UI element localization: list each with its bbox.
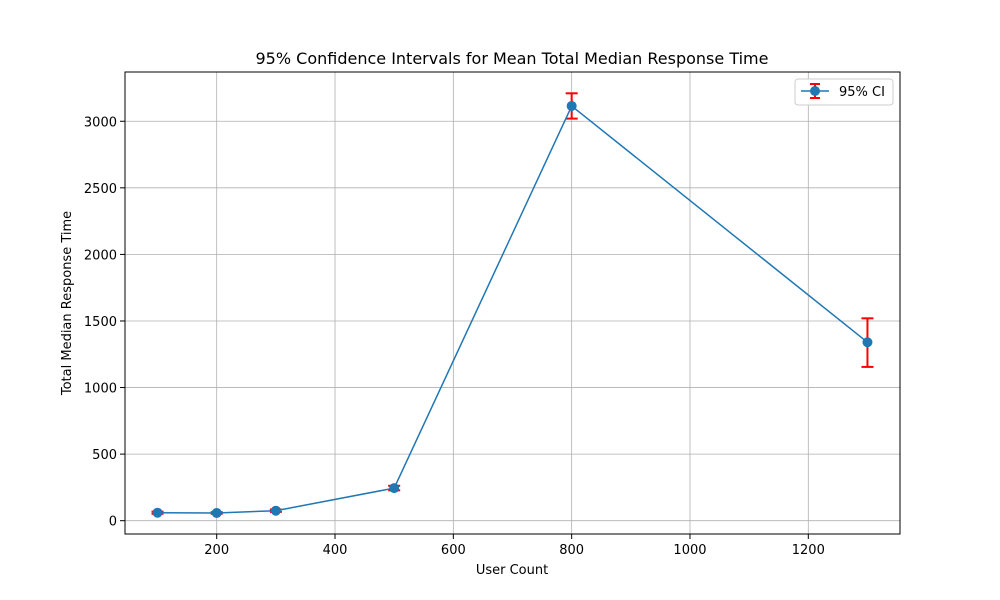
x-tick-label: 600: [441, 543, 466, 558]
y-tick-label: 0: [109, 515, 117, 530]
plot-frame: [124, 71, 901, 535]
y-tick-label: 2500: [84, 182, 117, 197]
x-tick-label: 1000: [673, 543, 706, 558]
y-tick-label: 1000: [84, 382, 117, 397]
data-point: [566, 100, 577, 111]
y-tick-label: 1500: [84, 315, 117, 330]
chart-title: 95% Confidence Intervals for Mean Total …: [256, 49, 769, 68]
x-tick-label: 200: [204, 543, 229, 558]
y-tick-label: 2000: [84, 248, 117, 263]
y-tick-label: 500: [92, 448, 117, 463]
series-line: [157, 104, 868, 514]
y-axis-label: Total Median Response Time: [60, 211, 75, 396]
series-group: [152, 100, 873, 518]
legend-label: 95% CI: [839, 85, 885, 100]
grid: [125, 72, 900, 534]
x-tick-label: 1200: [792, 543, 825, 558]
data-point: [270, 505, 281, 516]
legend-marker: [810, 86, 820, 96]
data-point: [152, 507, 163, 518]
data-point: [389, 483, 400, 494]
x-tick-label: 400: [323, 543, 348, 558]
y-axis-ticks: 0 500 1000 1500 2000 2500 3000: [84, 115, 125, 530]
data-point: [862, 337, 873, 348]
data-point: [211, 507, 222, 518]
plot-background: [125, 72, 900, 534]
y-tick-label: 3000: [84, 115, 117, 130]
x-tick-label: 800: [559, 543, 584, 558]
legend: 95% CI: [794, 78, 894, 106]
x-axis-label: User Count: [476, 563, 548, 578]
x-axis-ticks: 200 400 600 800 1000 1200: [204, 534, 825, 558]
